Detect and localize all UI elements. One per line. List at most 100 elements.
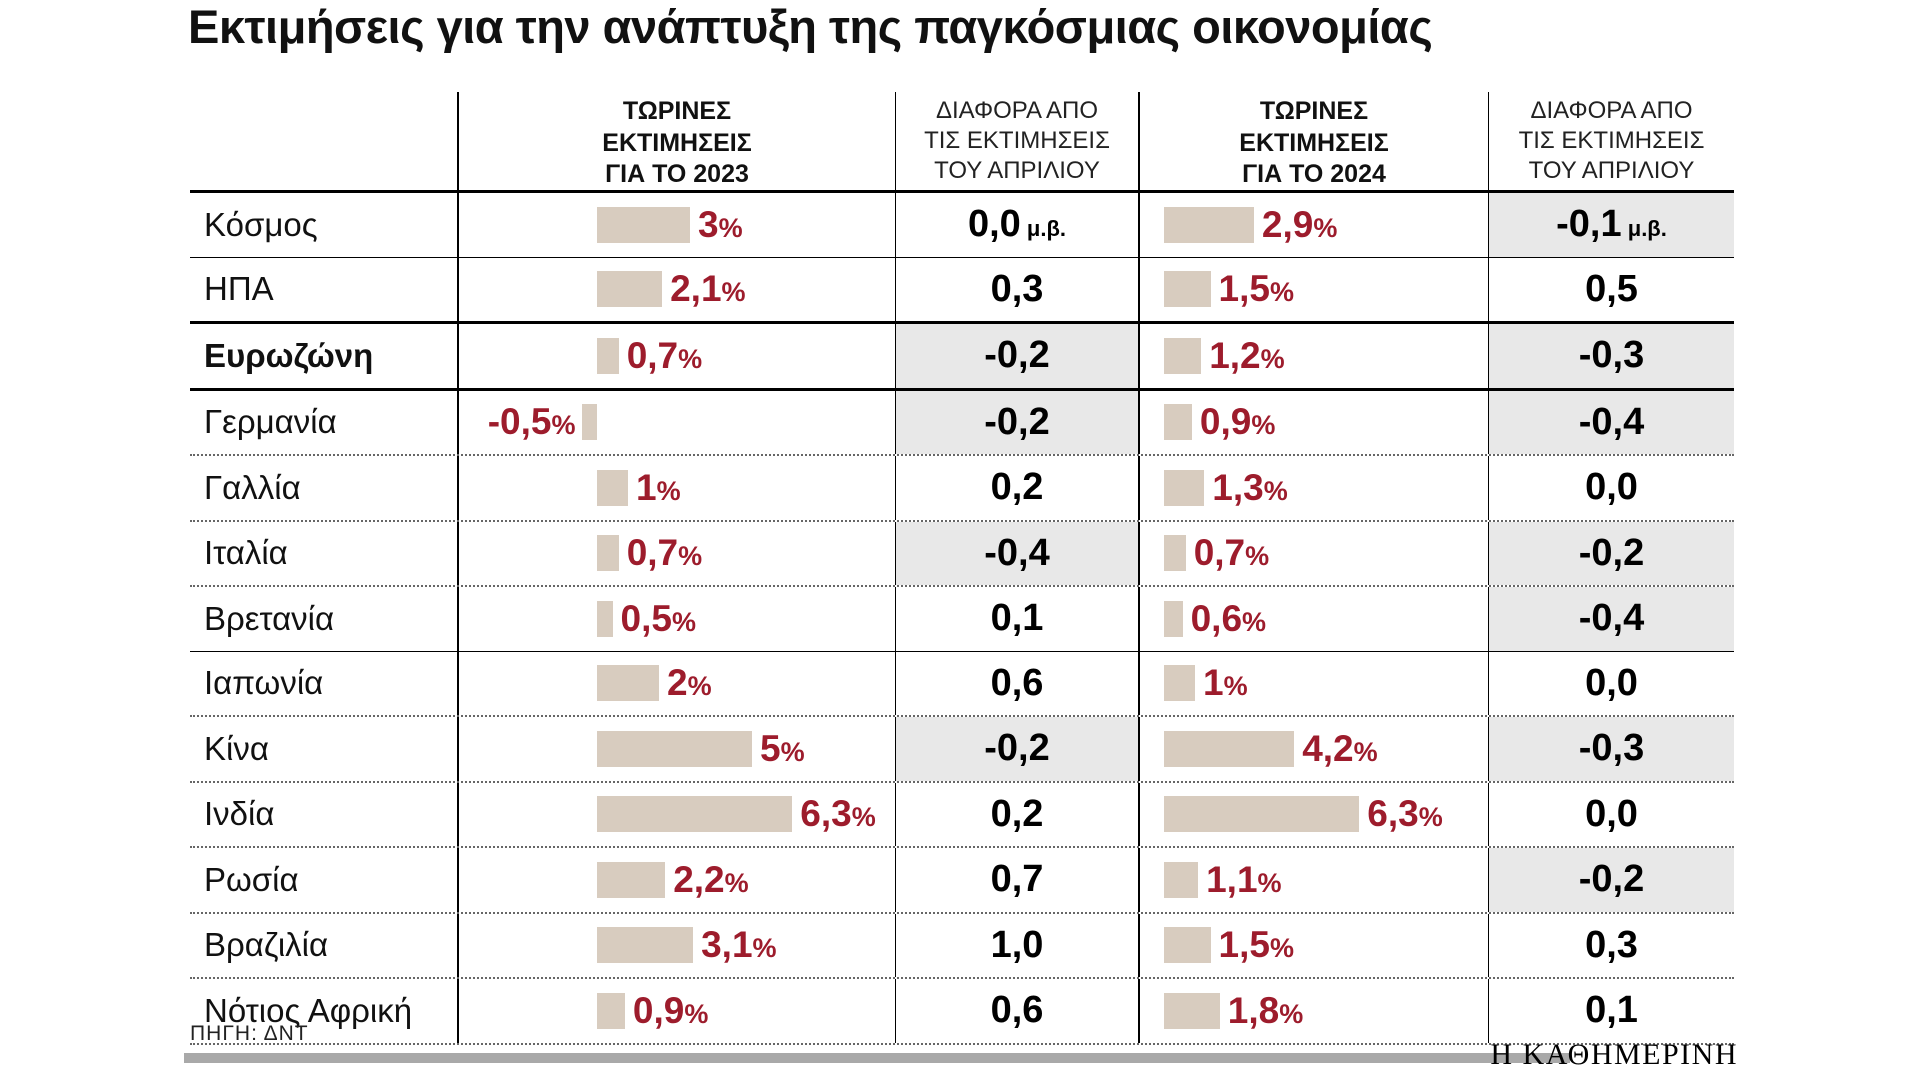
bar-value-2023: 2,1%	[670, 268, 746, 310]
bar-2023	[597, 337, 619, 374]
bar-value-2023: 1%	[636, 466, 681, 508]
bar-2023	[597, 535, 619, 572]
diff-2024: 0,0	[1488, 651, 1734, 715]
bar-value-2023: 0,7%	[626, 334, 703, 376]
bar-value-2024: 1%	[1203, 662, 1248, 704]
bar-value-2024: 4,2%	[1302, 727, 1378, 769]
diff-2024: -0,1 μ.β.	[1488, 193, 1734, 257]
bar-2024	[1164, 535, 1186, 572]
bar-2023	[597, 992, 625, 1029]
diff-2023: 1,0	[895, 913, 1138, 977]
diff-2024: 0,0	[1488, 456, 1734, 520]
diff-2024: -0,2	[1488, 521, 1734, 585]
bar-value-2024: 1,3%	[1212, 466, 1288, 508]
bar-cell-2024: 1%	[1138, 651, 1488, 715]
bar-cell-2024: 0,6%	[1138, 587, 1488, 651]
bar-value-2023: -0,5%	[487, 401, 576, 443]
bar-value-2023: 0,5%	[620, 597, 696, 639]
diff-2023: -0,2	[895, 717, 1138, 781]
bar-cell-2024: 1,8%	[1138, 979, 1488, 1043]
row-label: ΗΠΑ	[204, 270, 274, 308]
row-label: Ιαπωνία	[204, 664, 324, 702]
table-row: Γερμανία -0,5% -0,2 0,9% -0,4	[190, 390, 1734, 456]
diff-2024: 0,5	[1488, 257, 1734, 321]
page-title: Εκτιμήσεις για την ανάπτυξη της παγκόσμι…	[188, 0, 1433, 53]
bar-2024	[1164, 404, 1192, 441]
bar-cell-2023: 0,9%	[457, 979, 895, 1043]
bar-value-2024: 1,5%	[1218, 268, 1294, 310]
bar-cell-2023: 1%	[457, 456, 895, 520]
bar-value-2024: 0,6%	[1190, 597, 1267, 639]
bar-cell-2024: 1,2%	[1138, 324, 1488, 388]
header-spacer	[190, 92, 457, 190]
table-row: Βραζιλία 3,1% 1,0 1,5% 0,3	[190, 913, 1734, 979]
row-label: Κίνα	[204, 729, 269, 767]
row-label: Ευρωζώνη	[204, 336, 374, 374]
bar-value-2023: 2,2%	[673, 858, 749, 900]
source-note: ΠΗΓΗ: ΔΝΤ	[190, 1022, 309, 1045]
table-row: Ευρωζώνη 0,7% -0,2 1,2% -0,3	[190, 324, 1734, 391]
bar-2023	[597, 469, 628, 506]
bar-2023	[597, 796, 793, 833]
table-row: Κίνα 5% -0,2 4,2% -0,3	[190, 717, 1734, 783]
diff-2024: -0,3	[1488, 324, 1734, 388]
diff-2023: -0,2	[895, 390, 1138, 454]
row-label: Βρετανία	[204, 599, 335, 637]
bar-cell-2023: 0,5%	[457, 587, 895, 651]
diff-2024: -0,4	[1488, 390, 1734, 454]
bar-2023	[597, 665, 659, 702]
bar-value-2024: 0,9%	[1199, 401, 1276, 443]
header-est-2023: ΤΩΡΙΝΕΣ ΕΚΤΙΜΗΣΕΙΣ ΓΙΑ ΤΟ 2023	[457, 92, 895, 190]
bar-cell-2023: -0,5%	[457, 390, 895, 454]
bar-2023	[597, 861, 666, 898]
bar-cell-2024: 1,3%	[1138, 456, 1488, 520]
table-row: Νότιος Αφρική 0,9% 0,6 1,8% 0,1	[190, 979, 1734, 1045]
row-label: Κόσμος	[204, 205, 318, 243]
table-row: Ρωσία 2,2% 0,7 1,1% -0,2	[190, 848, 1734, 914]
bar-2024	[1164, 271, 1211, 308]
table-row: ΗΠΑ 2,1% 0,3 1,5% 0,5	[190, 257, 1734, 324]
newspaper-logo: Η ΚΑΘΗΜΕΡΙΝΗ	[1490, 1038, 1738, 1071]
bar-cell-2023: 5%	[457, 717, 895, 781]
diff-2023: 0,3	[895, 257, 1138, 321]
diff-2024: -0,2	[1488, 848, 1734, 912]
table-header: ΤΩΡΙΝΕΣ ΕΚΤΙΜΗΣΕΙΣ ΓΙΑ ΤΟ 2023 ΔΙΑΦΟΡΑ Α…	[190, 92, 1734, 193]
header-diff-2024: ΔΙΑΦΟΡΑ ΑΠΟ ΤΙΣ ΕΚΤΙΜΗΣΕΙΣ ΤΟΥ ΑΠΡΙΛΙΟΥ	[1488, 92, 1734, 190]
row-label: Ιταλία	[204, 534, 288, 572]
bar-2023	[597, 730, 752, 767]
row-label: Βραζιλία	[204, 926, 329, 964]
bar-2024	[1164, 337, 1202, 374]
diff-2024: -0,4	[1488, 587, 1734, 651]
bar-2024	[1164, 469, 1205, 506]
bar-value-2024: 2,9%	[1261, 203, 1338, 245]
diff-2023: 0,2	[895, 456, 1138, 520]
bar-value-2023: 6,3%	[800, 793, 876, 835]
header-est-2024: ΤΩΡΙΝΕΣ ΕΚΤΙΜΗΣΕΙΣ ΓΙΑ ΤΟ 2024	[1138, 92, 1488, 190]
bar-2024	[1164, 992, 1220, 1029]
diff-2023: 0,6	[895, 651, 1138, 715]
diff-2024: 0,0	[1488, 782, 1734, 846]
bar-cell-2023: 2,2%	[457, 848, 895, 912]
row-label: Γερμανία	[204, 403, 337, 441]
bar-2023	[597, 271, 663, 308]
table-row: Γαλλία 1% 0,2 1,3% 0,0	[190, 456, 1734, 522]
diff-2024: 0,3	[1488, 913, 1734, 977]
growth-estimates-table: ΤΩΡΙΝΕΣ ΕΚΤΙΜΗΣΕΙΣ ΓΙΑ ΤΟ 2023 ΔΙΑΦΟΡΑ Α…	[190, 92, 1734, 1045]
bar-value-2024: 1,5%	[1218, 924, 1294, 966]
bar-2023	[597, 206, 690, 243]
bottom-rule	[184, 1053, 1570, 1063]
diff-2023: -0,4	[895, 521, 1138, 585]
diff-2023: 0,7	[895, 848, 1138, 912]
bar-cell-2024: 2,9%	[1138, 193, 1488, 257]
bar-value-2024: 1,2%	[1209, 334, 1285, 376]
bar-cell-2023: 3%	[457, 193, 895, 257]
bar-2024	[1164, 600, 1183, 637]
table-row: Βρετανία 0,5% 0,1 0,6% -0,4	[190, 587, 1734, 652]
bar-value-2023: 5%	[760, 727, 805, 769]
bar-value-2024: 1,1%	[1206, 858, 1282, 900]
bar-value-2024: 6,3%	[1367, 793, 1443, 835]
bar-cell-2024: 6,3%	[1138, 782, 1488, 846]
bar-value-2024: 0,7%	[1193, 532, 1270, 574]
bar-cell-2024: 0,7%	[1138, 521, 1488, 585]
bar-value-2023: 3%	[698, 203, 743, 245]
